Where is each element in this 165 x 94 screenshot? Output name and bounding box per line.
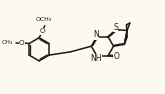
Text: O: O xyxy=(19,40,25,46)
Text: N: N xyxy=(93,30,99,39)
Text: OCH₃: OCH₃ xyxy=(36,17,52,22)
Text: CH₃: CH₃ xyxy=(2,40,13,45)
Text: O: O xyxy=(40,28,46,34)
Text: S: S xyxy=(113,23,118,31)
Text: O: O xyxy=(114,52,119,61)
Text: NH: NH xyxy=(90,54,102,63)
